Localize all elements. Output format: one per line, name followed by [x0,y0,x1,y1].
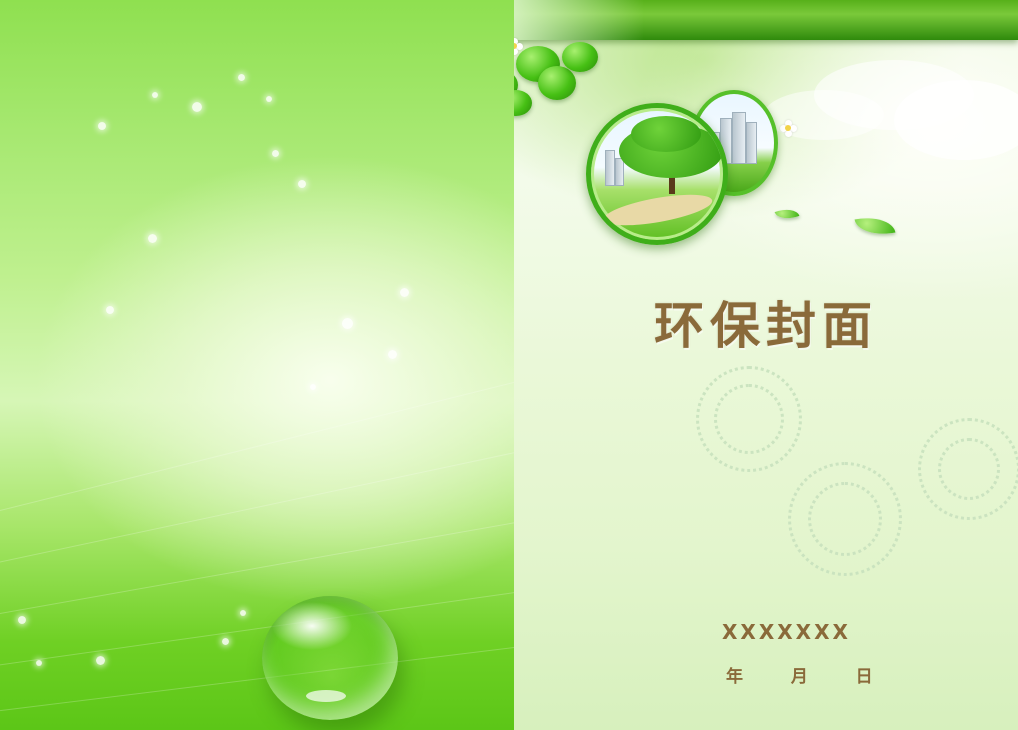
sparkle-dot [98,122,106,130]
leaf-icon [774,204,800,224]
date-line: 年 月 日 [726,667,885,687]
author-placeholder: XXXXXXX [722,620,851,644]
clover-icon [514,70,518,100]
dotted-ring [938,438,1000,500]
dotted-ring [696,366,802,472]
sparkle-dot [96,656,105,665]
dotted-ring [714,384,784,454]
leaf-vein [0,441,514,571]
dotted-ring [788,462,902,576]
dotted-ring [808,482,882,556]
clover-icon [514,90,532,116]
sparkle-dot [342,318,353,329]
sparkle-dot [152,92,158,98]
sparkle-dot [238,74,245,81]
sparkle-dot [192,102,202,112]
front-cover-panel: 环保封面 XXXXXXX 年 月 日 [514,0,1018,730]
leaf-icon [854,212,896,240]
leaf-vein [0,583,514,671]
back-cover-panel [0,0,514,730]
sparkle-dot [36,660,42,666]
tree-photo [586,103,728,245]
sparkle-dot [106,306,114,314]
sparkle-dot [240,610,246,616]
flower-icon [514,38,523,55]
sparkle-dot [222,638,229,645]
sparkle-dot [298,180,306,188]
sparkle-dot [272,150,279,157]
sparkle-dot [18,616,26,624]
sparkle-dot [148,234,157,243]
leaf-vein [0,639,514,716]
cover-top-bar-fade [514,0,644,40]
cloud [894,80,1018,160]
sparkle-dot [400,288,409,297]
leaf-vein [0,512,514,621]
sparkle-dot [310,384,316,390]
sparkle-dot [266,96,272,102]
leaf-vein [0,370,514,521]
clover-icon [562,42,598,72]
cover-title: 环保封面 [654,297,878,355]
sparkle-dot [388,350,397,359]
water-drop-highlight [306,690,346,702]
flower-icon [780,120,797,137]
clover-icon [538,66,576,100]
